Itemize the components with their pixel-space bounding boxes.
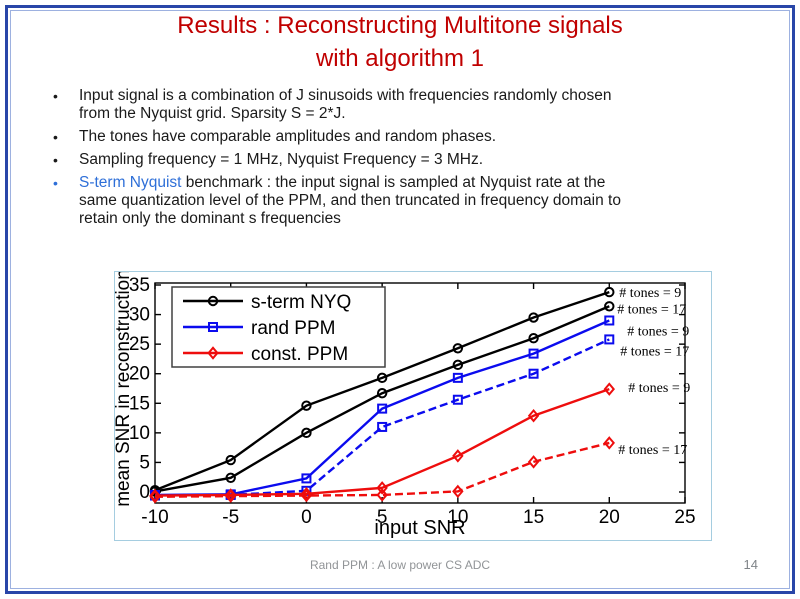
legend-entry-2: rand PPM	[183, 318, 335, 339]
series-s-term-nyq-9: # tones = 9	[149, 286, 681, 496]
legend-label: rand PPM	[251, 318, 335, 339]
axes: -10 -5 0 5 10 15 20 25 0 5 10 15 20 25 30 35 input SNR me…	[115, 272, 696, 539]
series-line	[154, 290, 610, 492]
circle-marker	[376, 372, 388, 384]
diamond-marker	[225, 489, 237, 503]
plot-box	[154, 282, 686, 504]
series-line	[154, 441, 610, 498]
page-number: 14	[743, 557, 758, 572]
bullet-marker: •	[53, 129, 58, 145]
y-tick-label: 0	[139, 482, 150, 503]
chart-svg: -10 -5 0 5 10 15 20 25 0 5 10 15 20 25 30 35 input SNR me…	[115, 272, 696, 539]
diamond-marker	[452, 449, 464, 463]
legend-label: const. PPM	[251, 344, 348, 365]
slide-title-line2: with algorithm 1	[315, 45, 485, 72]
series-annotation: # tones = 9	[628, 381, 690, 396]
legend-entry-3: const. PPM	[183, 344, 348, 365]
diamond-marker	[300, 487, 313, 501]
bullet-text: Sampling frequency = 1 MHz, Nyquist Freq…	[79, 151, 484, 168]
x-axis-label: input SNR	[374, 517, 465, 539]
diamond-marker	[300, 488, 313, 503]
slide-title: Results : Reconstructing Multitone signa…	[0, 9, 800, 75]
y-tick-label: 30	[129, 305, 150, 326]
diamond-marker	[376, 488, 388, 502]
square-marker	[604, 334, 615, 345]
diamond-marker	[376, 481, 388, 495]
bullet-item-4: • S-term Nyquist benchmark : the input si…	[44, 174, 756, 228]
diamond-marker	[603, 382, 615, 396]
diamond-marker	[603, 436, 615, 450]
diamond-marker	[527, 408, 540, 423]
chart-figure: -10 -5 0 5 10 15 20 25 0 5 10 15 20 25 30 35 input SNR me…	[114, 271, 712, 541]
square-marker	[377, 403, 388, 414]
bullet-marker: •	[53, 88, 58, 104]
bullet-text: The tones have comparable amplitudes and…	[79, 128, 497, 145]
bullet-text: Input signal is a combination of J sinus…	[79, 87, 612, 122]
y-tick-label: 10	[129, 423, 150, 444]
bullet-item-3: • Sampling frequency = 1 MHz, Nyquist Fre…	[44, 151, 756, 169]
diamond-marker	[527, 455, 540, 469]
circle-marker	[528, 312, 539, 323]
series-annotation: # tones = 9	[627, 324, 689, 339]
circle-marker	[604, 301, 615, 312]
bullet-item-2: • The tones have comparable amplitudes an…	[44, 128, 756, 146]
square-marker	[452, 394, 463, 405]
bullet-marker: •	[53, 152, 58, 168]
x-tick-label: 5	[377, 507, 388, 528]
footer-text: Rand PPM : A low power CS ADC	[309, 558, 491, 572]
series-annotation: # tones = 17	[620, 344, 689, 359]
y-tick-label: 35	[129, 275, 150, 296]
series-annotation: # tones = 17	[617, 302, 686, 317]
x-tick-label: -10	[141, 507, 168, 528]
diamond-marker	[207, 346, 219, 360]
square-marker	[452, 372, 463, 383]
square-marker	[528, 348, 539, 359]
circle-marker	[301, 400, 312, 411]
circle-marker	[528, 333, 539, 344]
square-marker	[377, 421, 388, 432]
x-tick-label: 15	[523, 507, 544, 528]
bullet-text: S-term Nyquist benchmark : the input sig…	[79, 174, 621, 227]
circle-marker	[452, 343, 464, 354]
series-s-term-nyq-17: # tones = 17	[149, 301, 686, 497]
bullet-list: • Input signal is a combination of J sinu…	[44, 87, 756, 233]
circle-marker	[207, 295, 219, 307]
square-marker	[604, 315, 615, 326]
circle-marker	[452, 359, 464, 371]
y-tick-label: 5	[139, 452, 150, 473]
legend-label: s-term NYQ	[251, 292, 351, 313]
circle-marker	[301, 427, 312, 439]
bullet-item-1: • Input signal is a combination of J sinu…	[44, 87, 756, 123]
y-axis-label: mean SNR in reconstruction	[115, 272, 134, 507]
y-tick-label: 20	[129, 364, 150, 385]
x-tick-label: 10	[447, 507, 468, 528]
series-annotation: # tones = 17	[618, 443, 687, 458]
y-tick-label: 25	[129, 334, 150, 355]
slide-title-line1: Results : Reconstructing Multitone signa…	[177, 12, 623, 39]
series-annotation: # tones = 9	[619, 286, 681, 301]
diamond-marker	[452, 484, 464, 499]
circle-marker	[604, 286, 615, 298]
diamond-marker	[149, 489, 161, 504]
square-marker	[528, 368, 539, 379]
x-tick-label: 0	[301, 507, 312, 528]
square-marker	[301, 473, 312, 484]
x-tick-label: -5	[222, 507, 239, 528]
y-tick-label: 15	[129, 393, 150, 414]
circle-marker	[225, 472, 236, 484]
x-tick-label: 20	[599, 507, 620, 528]
legend-entry-1: s-term NYQ	[183, 292, 351, 313]
legend-box: s-term NYQ rand PPM const. PPM	[171, 286, 386, 368]
series-const-ppm-17: # tones = 17	[149, 436, 687, 504]
series-group: # tones = 9# tones = 17# tones = 9# tone…	[149, 286, 690, 504]
circle-marker	[376, 388, 388, 399]
series-line	[154, 305, 610, 493]
x-tick-label: 25	[674, 507, 695, 528]
circle-marker	[225, 454, 236, 466]
bullet-marker: •	[53, 175, 58, 191]
square-marker	[208, 322, 218, 332]
